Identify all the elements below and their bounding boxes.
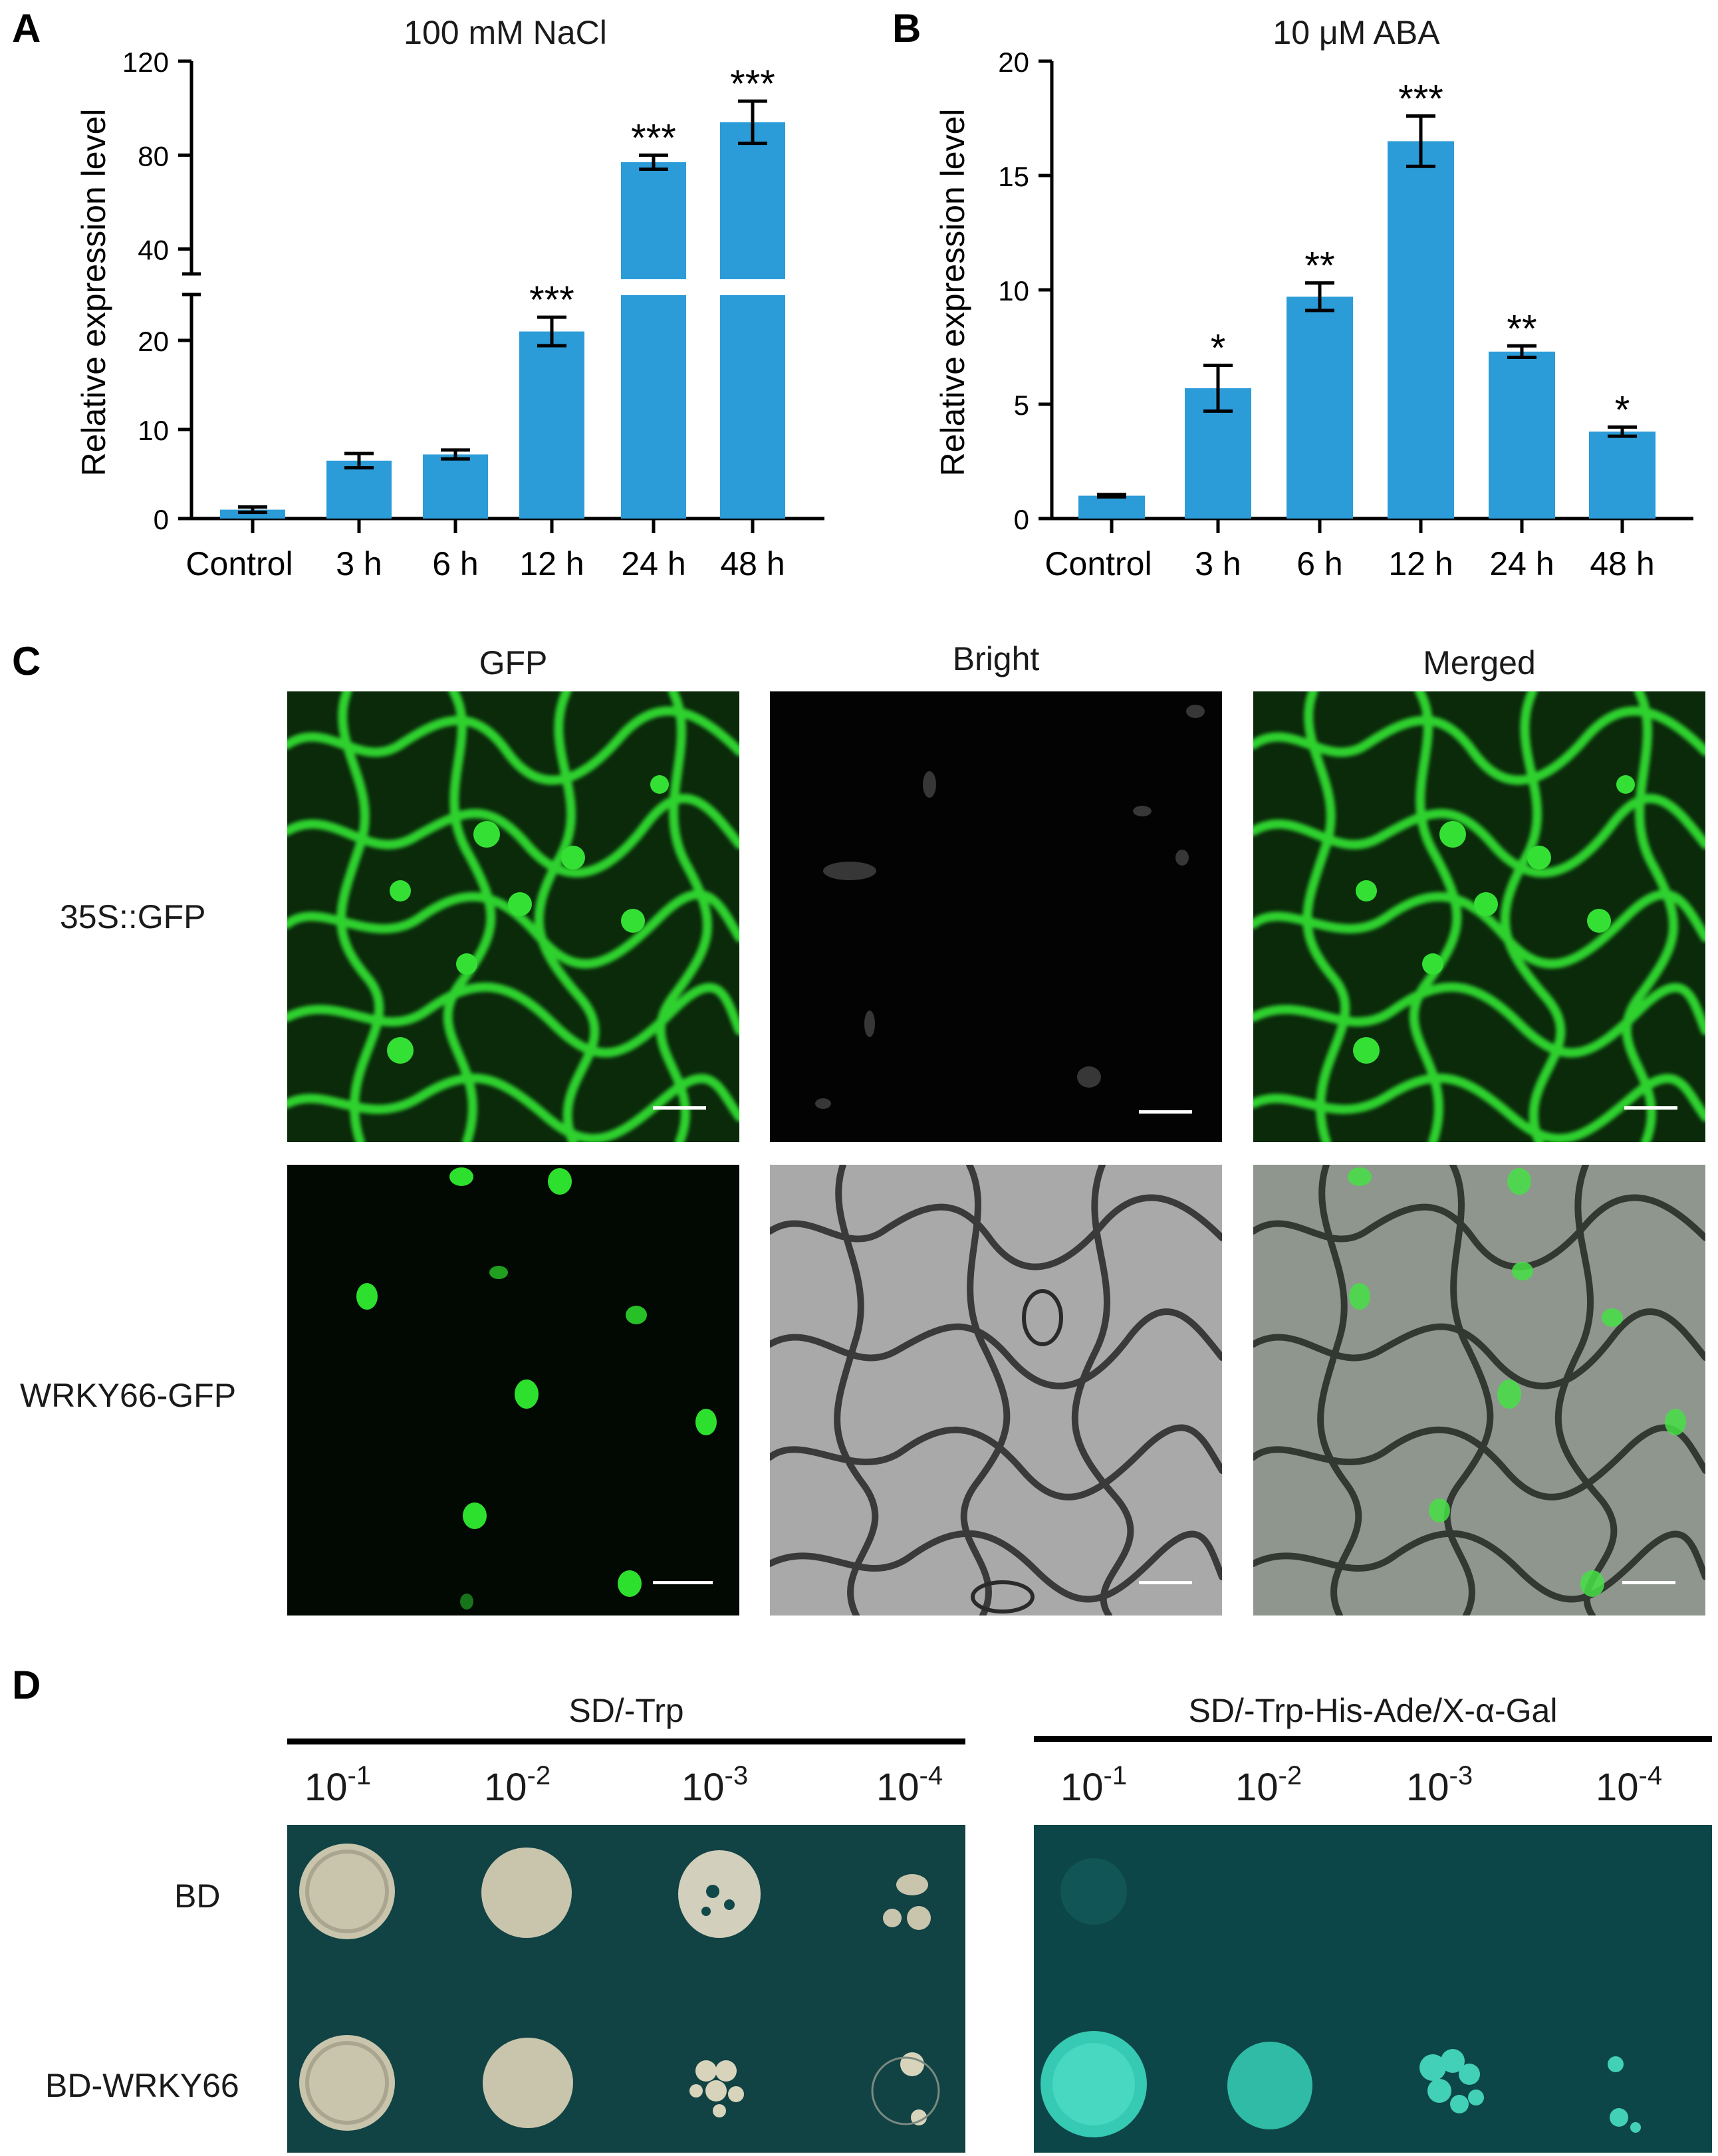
bar xyxy=(720,122,785,519)
x-tick-label: 12 h xyxy=(519,545,584,582)
x-tick-label: 24 h xyxy=(1489,545,1554,582)
dilution-label: 10-3 xyxy=(1406,1761,1473,1809)
row-label-bd: BD xyxy=(174,1877,221,1915)
column-header-merged: Merged xyxy=(1423,644,1536,681)
y-tick-label: 80 xyxy=(138,140,169,172)
scale-bar xyxy=(1624,1106,1677,1110)
x-tick-label: 6 h xyxy=(1296,545,1343,582)
micrograph-wrky66-gfp-merged xyxy=(1253,1165,1705,1616)
divider-sd-trp xyxy=(287,1738,965,1744)
bar xyxy=(220,509,285,519)
x-tick-label: 48 h xyxy=(1590,545,1654,582)
x-tick-label: Control xyxy=(185,545,293,582)
x-tick-label: 3 h xyxy=(336,545,382,582)
row-label-bd-wrky66: BD-WRKY66 xyxy=(45,2067,239,2104)
bar xyxy=(519,331,584,519)
chart-a-title: 100 mM NaCl xyxy=(404,14,607,51)
x-tick-label: 3 h xyxy=(1195,545,1241,582)
bar-break-gap xyxy=(620,279,687,295)
bar xyxy=(1589,431,1656,519)
y-tick-label: 15 xyxy=(998,161,1029,192)
micrograph-wrky66-gfp-bright xyxy=(770,1165,1222,1616)
bar-break-gap xyxy=(719,279,786,295)
bar xyxy=(1388,141,1454,519)
chart-b-title: 10 μM ABA xyxy=(1273,14,1440,51)
x-tick-label: Control xyxy=(1044,545,1152,582)
chart-a: 0 10 20 40 80 120 Relative expression level Con… xyxy=(75,47,824,582)
micrograph-wrky66-gfp-fluorescence xyxy=(287,1165,739,1616)
y-tick-label: 10 xyxy=(998,275,1029,306)
y-tick-label: 0 xyxy=(1014,504,1029,535)
micrograph-35s-gfp-fluorescence xyxy=(287,691,739,1142)
bar xyxy=(1287,297,1353,519)
y-tick-label: 40 xyxy=(138,235,169,266)
x-tick-label: 24 h xyxy=(621,545,685,582)
row-label-35s-gfp: 35S::GFP xyxy=(60,898,206,935)
dilution-label: 10-2 xyxy=(1235,1761,1302,1809)
significance-label: *** xyxy=(1398,78,1443,121)
significance-label: ** xyxy=(1507,307,1536,350)
dilution-label: 10-3 xyxy=(681,1761,749,1809)
significance-label: *** xyxy=(730,62,775,106)
y-tick-label: 20 xyxy=(998,47,1029,78)
y-tick-label: 0 xyxy=(154,504,169,535)
divider-sd-trp-his-ade xyxy=(1034,1736,1712,1742)
dilution-label: 10-4 xyxy=(876,1761,943,1809)
scale-bar xyxy=(653,1581,713,1584)
scale-bar xyxy=(1622,1581,1675,1584)
y-tick-label: 120 xyxy=(122,47,169,78)
significance-label: *** xyxy=(631,116,676,160)
micrograph-35s-gfp-bright xyxy=(770,691,1222,1142)
column-header-bright: Bright xyxy=(952,640,1040,677)
dilution-label: 10-1 xyxy=(305,1761,372,1809)
x-tick-label: 48 h xyxy=(720,545,785,582)
chart-b: 0 5 10 15 20 Relative expression level Control… xyxy=(934,47,1693,582)
dilution-label: 10-2 xyxy=(484,1761,551,1809)
scale-bar xyxy=(653,1106,706,1110)
panel-label-d: D xyxy=(12,1663,41,1707)
micrograph-35s-gfp-merged xyxy=(1253,691,1705,1142)
significance-label: * xyxy=(1615,388,1630,431)
panel-label-a: A xyxy=(12,6,41,51)
yeast-plate-sd-trp-his-ade-x-gal xyxy=(1034,1825,1712,2153)
dilution-label: 10-1 xyxy=(1060,1761,1128,1809)
bar xyxy=(326,460,392,519)
scale-bar xyxy=(1139,1581,1192,1584)
scale-bar xyxy=(1139,1110,1192,1114)
significance-label: *** xyxy=(529,279,574,322)
row-label-wrky66-gfp: WRKY66-GFP xyxy=(20,1377,237,1414)
y-axis-label: Relative expression level xyxy=(934,108,971,476)
bar xyxy=(423,454,488,519)
x-tick-label: 12 h xyxy=(1388,545,1453,582)
x-tick-label: 6 h xyxy=(432,545,479,582)
y-tick-label: 10 xyxy=(138,415,169,446)
dilution-label: 10-4 xyxy=(1596,1761,1663,1809)
bar xyxy=(1078,495,1145,519)
y-tick-label: 5 xyxy=(1014,390,1029,421)
panel-label-b: B xyxy=(892,6,921,51)
significance-label: ** xyxy=(1304,245,1334,288)
condition-label-sd-trp: SD/-Trp xyxy=(568,1692,684,1729)
condition-label-sd-trp-his-ade: SD/-Trp-His-Ade/X-α-Gal xyxy=(1188,1692,1558,1729)
y-axis-label: Relative expression level xyxy=(75,108,112,476)
bar xyxy=(1489,351,1555,519)
panel-label-c: C xyxy=(12,639,41,683)
y-tick-label: 20 xyxy=(138,326,169,357)
bar xyxy=(621,162,686,519)
significance-label: * xyxy=(1211,327,1226,370)
column-header-gfp: GFP xyxy=(479,644,548,681)
yeast-plate-sd-trp xyxy=(287,1825,965,2153)
